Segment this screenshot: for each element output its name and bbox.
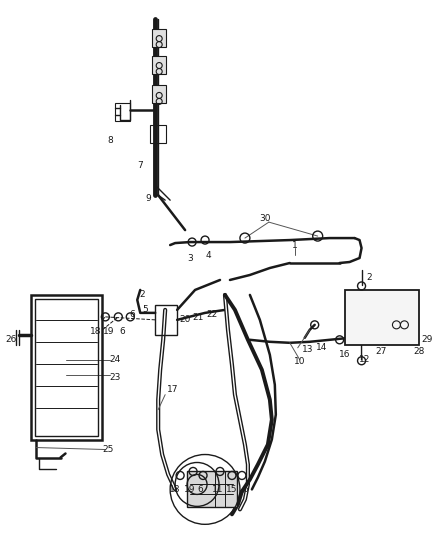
Text: 14: 14 [316,343,327,352]
Text: 18: 18 [90,327,101,336]
Text: 30: 30 [259,214,271,223]
Text: 24: 24 [110,356,121,364]
Text: 10: 10 [294,357,305,366]
Bar [35,299,99,435]
Text: 3: 3 [187,254,193,263]
Bar [155,305,177,335]
Text: 1: 1 [292,240,298,249]
Bar [152,29,166,46]
Text: 25: 25 [102,445,114,454]
Bar [150,125,166,143]
Text: 28: 28 [413,348,425,356]
Bar [31,295,102,440]
Bar [115,103,130,122]
Bar [152,55,166,74]
Text: 6: 6 [197,485,203,494]
Bar [152,85,166,103]
Text: 7: 7 [138,161,143,170]
Text: 15: 15 [226,485,238,494]
Text: 6: 6 [129,310,135,319]
Text: 9: 9 [145,193,151,203]
Text: 2: 2 [139,290,145,300]
Text: 11: 11 [212,485,224,494]
Text: 12: 12 [359,356,370,364]
Text: 21: 21 [192,313,204,322]
Text: 22: 22 [206,310,218,319]
Text: 6: 6 [242,485,248,494]
Text: 13: 13 [302,345,314,354]
Text: 26: 26 [5,335,16,344]
Text: 19: 19 [184,485,196,494]
Text: 27: 27 [376,348,387,356]
Bar [187,472,237,507]
Bar [345,290,419,345]
Text: 18: 18 [170,485,181,494]
Text: 16: 16 [339,350,350,359]
Text: 29: 29 [422,335,433,344]
Text: 5: 5 [142,305,148,314]
Text: 4: 4 [205,251,211,260]
Text: 2: 2 [367,273,372,282]
Text: 6: 6 [120,327,125,336]
Text: 20: 20 [180,316,191,325]
Text: 17: 17 [167,385,179,394]
Text: 8: 8 [107,136,113,145]
Text: 19: 19 [102,327,114,336]
Text: 23: 23 [110,373,121,382]
